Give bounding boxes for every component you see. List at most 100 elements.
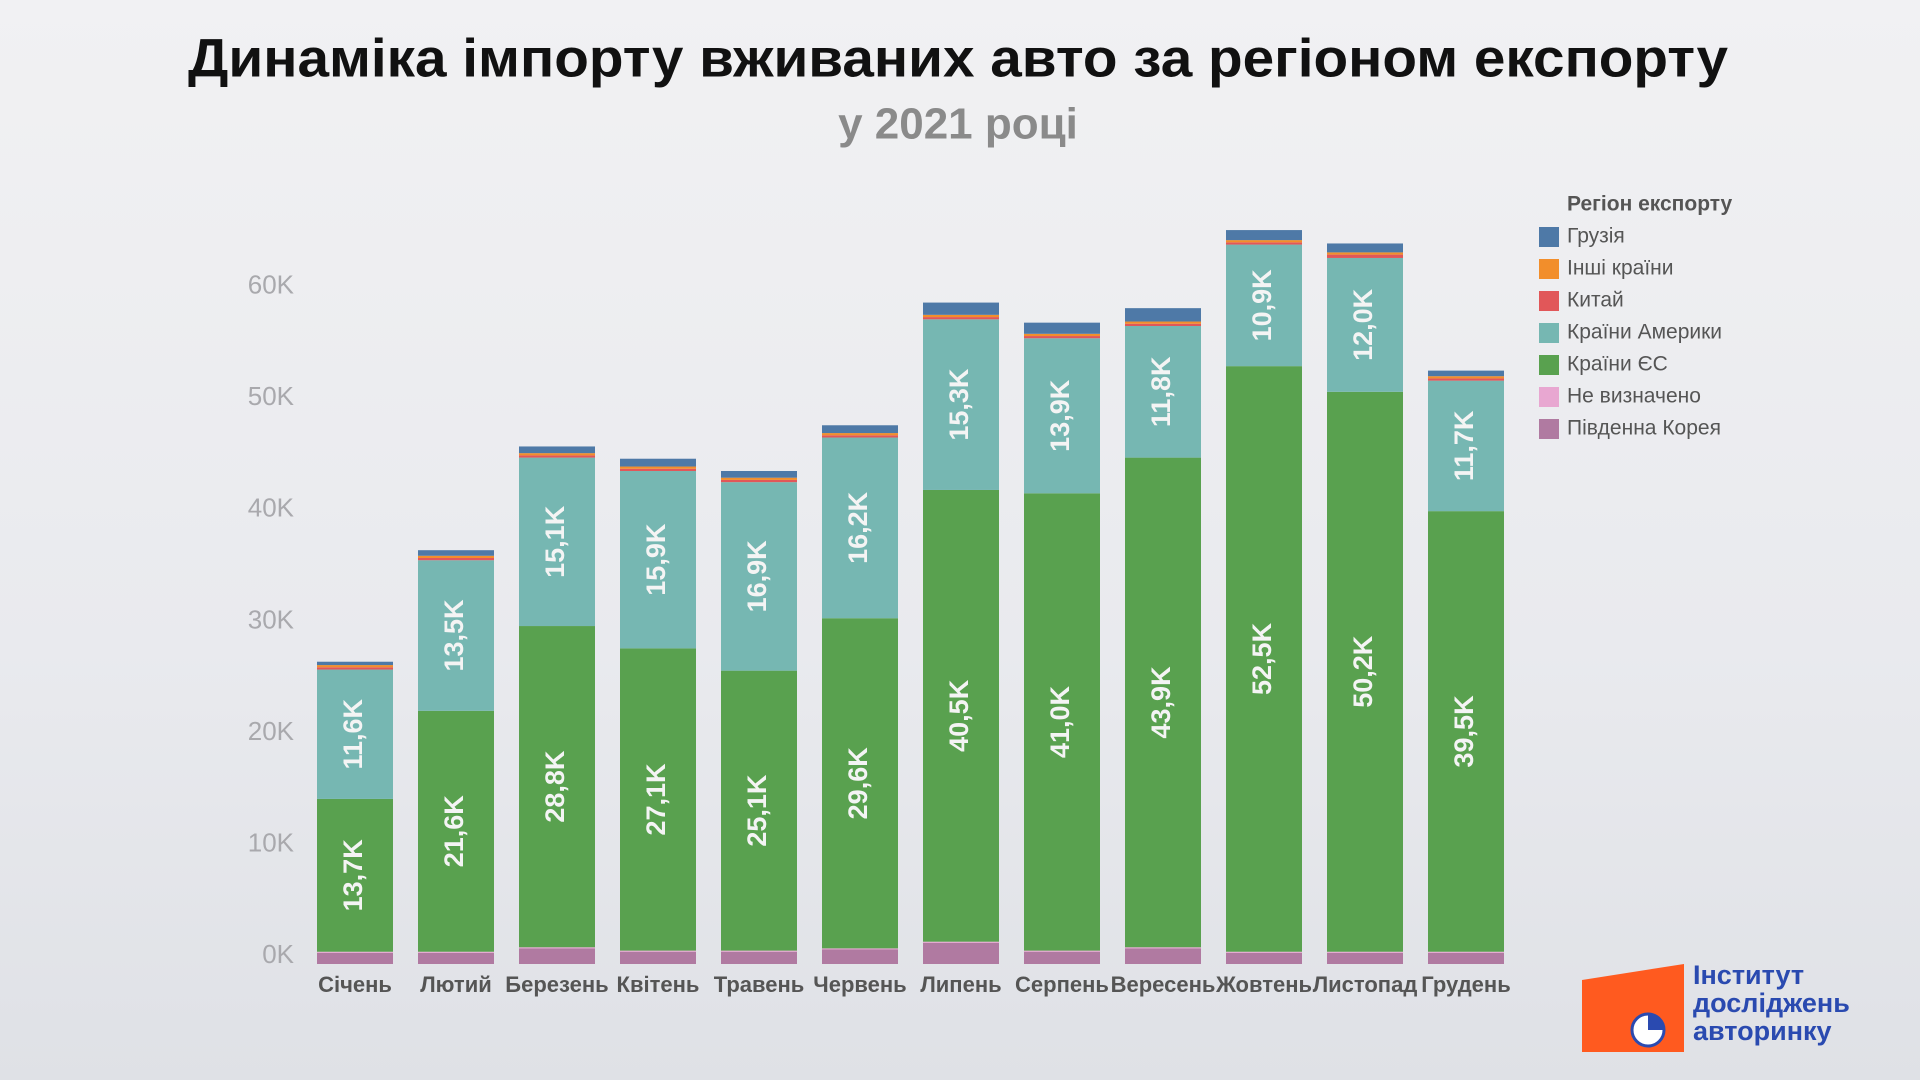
bar-segment [620, 950, 696, 952]
bar-segment [519, 455, 595, 458]
data-label: 25,1K [742, 774, 772, 847]
legend-swatch [1539, 323, 1559, 343]
bar-segment [1024, 322, 1100, 334]
x-tick-label: Липень [920, 972, 1001, 997]
data-label: 52,5K [1247, 622, 1277, 695]
bar-segment [923, 314, 999, 318]
data-label: 11,8K [1146, 356, 1176, 427]
data-label: 15,1K [540, 505, 570, 578]
y-tick-label: 20K [248, 716, 295, 746]
legend-swatch [1539, 387, 1559, 407]
legend-label: Інші країни [1567, 257, 1674, 280]
chart-subtitle: у 2021 році [838, 100, 1078, 149]
bar-segment [1024, 493, 1100, 951]
legend-swatch [1539, 291, 1559, 311]
data-label: 41,0K [1045, 685, 1075, 758]
bar-segment [721, 951, 797, 964]
bar-segment [620, 648, 696, 951]
data-label: 12,0K [1348, 288, 1378, 361]
bar-segment [1428, 378, 1504, 381]
bar-segment [620, 466, 696, 469]
bar-segment [923, 319, 999, 490]
legend-label: Не визначено [1567, 385, 1701, 408]
bar-segment [822, 435, 898, 438]
legend-label: Країни Америки [1567, 321, 1722, 344]
bar-segment [1125, 323, 1201, 326]
bar-segment [1125, 457, 1201, 948]
bar-segment [519, 626, 595, 948]
legend-swatch [1539, 355, 1559, 375]
bar-segment [519, 453, 595, 456]
bar-segment [1125, 308, 1201, 322]
x-tick-label: Березень [505, 972, 608, 997]
bar-segment [822, 948, 898, 950]
bar-segment [1226, 366, 1302, 952]
logo-text: Інститут [1693, 960, 1804, 990]
bar-segment [418, 710, 494, 952]
bar-segment [1226, 242, 1302, 245]
logo-text: досліджень [1693, 988, 1850, 1018]
bar-segment [721, 471, 797, 478]
legend-label: Китай [1567, 289, 1624, 312]
x-tick-label: Грудень [1421, 972, 1510, 997]
legend-label: Країни ЄС [1567, 353, 1668, 376]
bar-segment [822, 618, 898, 949]
bar-segment [1024, 336, 1100, 339]
bar-segment [822, 949, 898, 964]
bar-segment [519, 947, 595, 949]
x-tick-label: Листопад [1313, 972, 1418, 997]
bar-segment [923, 941, 999, 943]
x-tick-label: Червень [813, 972, 906, 997]
data-label: 29,6K [843, 747, 873, 820]
data-label: 16,2K [843, 491, 873, 564]
data-label: 39,5K [1449, 695, 1479, 768]
y-tick-label: 60K [248, 270, 295, 300]
data-label: 15,9K [641, 523, 671, 596]
data-label: 10,9K [1247, 269, 1277, 342]
bar-segment [1125, 321, 1201, 324]
bar-segment [822, 437, 898, 619]
bar-segment [1024, 338, 1100, 494]
bar-segment [1327, 951, 1403, 953]
bar-segment [418, 558, 494, 561]
bar-segment [317, 952, 393, 964]
x-tick-label: Жовтень [1215, 972, 1312, 997]
bar-segment [1125, 947, 1201, 949]
bar-segment [418, 560, 494, 711]
bar-segment [1327, 257, 1403, 392]
bar-segment [519, 446, 595, 454]
bar-segment [317, 667, 393, 670]
bar-segment [1327, 243, 1403, 253]
bar-segment [418, 952, 494, 964]
bar-segment [1327, 391, 1403, 952]
data-label: 21,6K [439, 795, 469, 868]
bar-segment [1428, 370, 1504, 377]
x-tick-label: Січень [318, 972, 392, 997]
data-label: 11,7K [1449, 410, 1479, 481]
bar-segment [620, 468, 696, 471]
bar-segment [1226, 240, 1302, 243]
legend-title: Регіон експорту [1567, 193, 1733, 216]
bar-segment [1327, 252, 1403, 255]
legend-label: Грузія [1567, 225, 1625, 248]
x-tick-label: Лютий [420, 972, 492, 997]
bar-segment [1428, 380, 1504, 512]
bar-segment [317, 665, 393, 668]
bar-segment [1226, 230, 1302, 241]
bar-segment [1226, 244, 1302, 367]
legend-swatch [1539, 259, 1559, 279]
bar-segment [317, 661, 393, 666]
bar-segment [418, 555, 494, 558]
y-tick-label: 30K [248, 604, 295, 634]
x-tick-label: Квітень [617, 972, 700, 997]
bar-segment [317, 669, 393, 799]
logo-icon-slice [1648, 1014, 1664, 1030]
data-label: 40,5K [944, 679, 974, 752]
data-label: 13,9K [1045, 379, 1075, 452]
data-label: 28,8K [540, 750, 570, 823]
bar-segment [418, 951, 494, 953]
bar-segment [1428, 951, 1504, 953]
bar-segment [1428, 376, 1504, 379]
